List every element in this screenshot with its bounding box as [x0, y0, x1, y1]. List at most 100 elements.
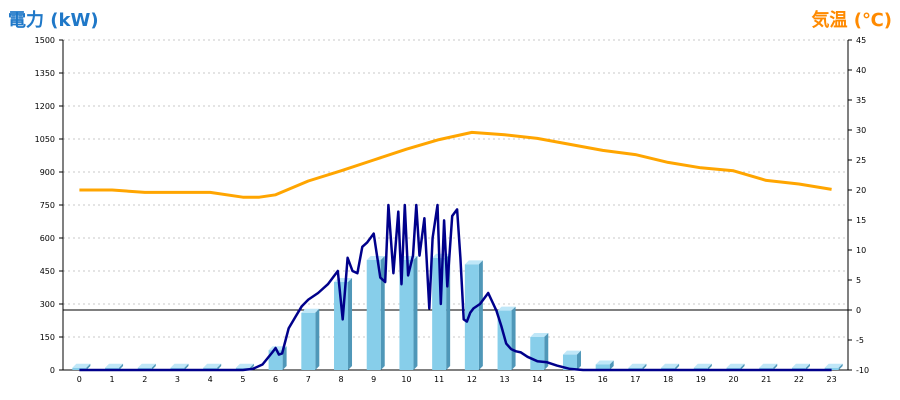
bar-top	[497, 306, 516, 311]
bar-face	[595, 364, 610, 370]
left-axis-tick-label: 600	[40, 234, 55, 243]
bar-side	[348, 278, 353, 370]
x-axis-tick-label: 17	[630, 375, 640, 384]
bar-top	[137, 363, 156, 368]
bar-side	[119, 363, 124, 370]
bar-face	[399, 260, 414, 370]
bar	[366, 256, 385, 370]
bar-side	[838, 363, 843, 370]
x-axis-tick-label: 0	[77, 375, 82, 384]
x-axis-tick-label: 2	[142, 375, 147, 384]
x-axis-tick-label: 12	[467, 375, 477, 384]
left-axis-tick-label: 0	[50, 366, 55, 375]
left-axis-tick-label: 1050	[35, 135, 55, 144]
left-axis-tick-label: 450	[40, 267, 55, 276]
bar-top	[595, 360, 614, 365]
bar	[530, 333, 549, 370]
bar	[595, 360, 614, 370]
tick-labels: 01503004506007509001050120013501500-10-5…	[35, 36, 869, 384]
bar-face	[366, 260, 381, 370]
bar-top	[791, 363, 810, 368]
bar-top	[105, 363, 124, 368]
bar-side	[315, 308, 320, 370]
x-axis-tick-label: 1	[110, 375, 115, 384]
bar-side	[740, 363, 745, 370]
left-axis-tick-label: 300	[40, 300, 55, 309]
x-axis-tick-label: 15	[565, 375, 575, 384]
bar-side	[576, 350, 581, 370]
right-axis-tick-label: 45	[856, 36, 866, 45]
bar-top	[824, 363, 843, 368]
bar-top	[759, 363, 778, 368]
right-axis-tick-label: 30	[856, 126, 866, 135]
bar-face	[464, 264, 479, 370]
right-axis-tick-label: 25	[856, 156, 866, 165]
x-axis-tick-label: 14	[532, 375, 542, 384]
x-axis-tick-label: 18	[663, 375, 673, 384]
right-axis-tick-label: 15	[856, 216, 866, 225]
bar-side	[380, 256, 385, 370]
x-axis-tick-label: 6	[273, 375, 278, 384]
bar-side	[478, 260, 483, 370]
right-axis-tick-label: 0	[856, 306, 861, 315]
x-axis-tick-label: 21	[761, 375, 771, 384]
power-line	[79, 203, 832, 372]
bar-face	[301, 312, 316, 370]
bar-face	[530, 337, 545, 370]
bar	[301, 308, 320, 370]
bar-side	[707, 363, 712, 370]
bar-top	[203, 363, 222, 368]
bar-side	[184, 363, 189, 370]
bar-face	[824, 367, 839, 370]
bar-top	[562, 350, 581, 355]
bar-face	[562, 354, 577, 370]
x-axis-tick-label: 5	[240, 375, 245, 384]
x-axis-tick-label: 3	[175, 375, 180, 384]
bar-side	[544, 333, 549, 370]
bar-side	[217, 363, 222, 370]
x-axis-tick-label: 19	[696, 375, 706, 384]
right-axis-tick-label: 10	[856, 246, 866, 255]
left-axis-tick-label: 750	[40, 201, 55, 210]
bar-side	[413, 256, 418, 370]
right-axis-tick-label: 20	[856, 186, 866, 195]
x-axis-tick-label: 23	[827, 375, 837, 384]
bar-top	[693, 363, 712, 368]
x-axis-tick-label: 9	[371, 375, 376, 384]
bar-side	[642, 363, 647, 370]
x-axis-tick-label: 4	[208, 375, 213, 384]
left-axis-title: 電力 (kW)	[8, 10, 99, 31]
x-axis-tick-label: 13	[499, 375, 509, 384]
x-axis-tick-label: 10	[401, 375, 411, 384]
left-axis-tick-label: 900	[40, 168, 55, 177]
x-axis-tick-label: 11	[434, 375, 444, 384]
bar-side	[675, 363, 680, 370]
line-series	[79, 130, 832, 372]
bar-top	[235, 363, 254, 368]
left-axis-tick-label: 150	[40, 333, 55, 342]
bar-top	[366, 256, 385, 260]
x-axis-tick-label: 7	[306, 375, 311, 384]
bar-top	[628, 363, 647, 368]
bar-top	[530, 333, 549, 337]
grid-lines	[63, 39, 848, 338]
right-axis-tick-label: 35	[856, 96, 866, 105]
bar-top	[464, 260, 483, 265]
right-axis-tick-label: -10	[856, 366, 869, 375]
x-axis-tick-label: 8	[338, 375, 343, 384]
bar-side	[773, 363, 778, 370]
bar-side	[151, 363, 156, 370]
bar-face	[72, 367, 87, 370]
right-axis-tick-label: 5	[856, 276, 861, 285]
right-axis-tick-label: 40	[856, 66, 866, 75]
bar	[497, 306, 516, 370]
bar-side	[609, 360, 614, 370]
left-axis-tick-label: 1500	[35, 36, 55, 45]
bar-top	[726, 363, 745, 368]
bar-side	[86, 363, 91, 370]
temperature-line	[79, 130, 832, 199]
bar-top	[301, 308, 320, 313]
x-axis-tick-label: 20	[728, 375, 738, 384]
